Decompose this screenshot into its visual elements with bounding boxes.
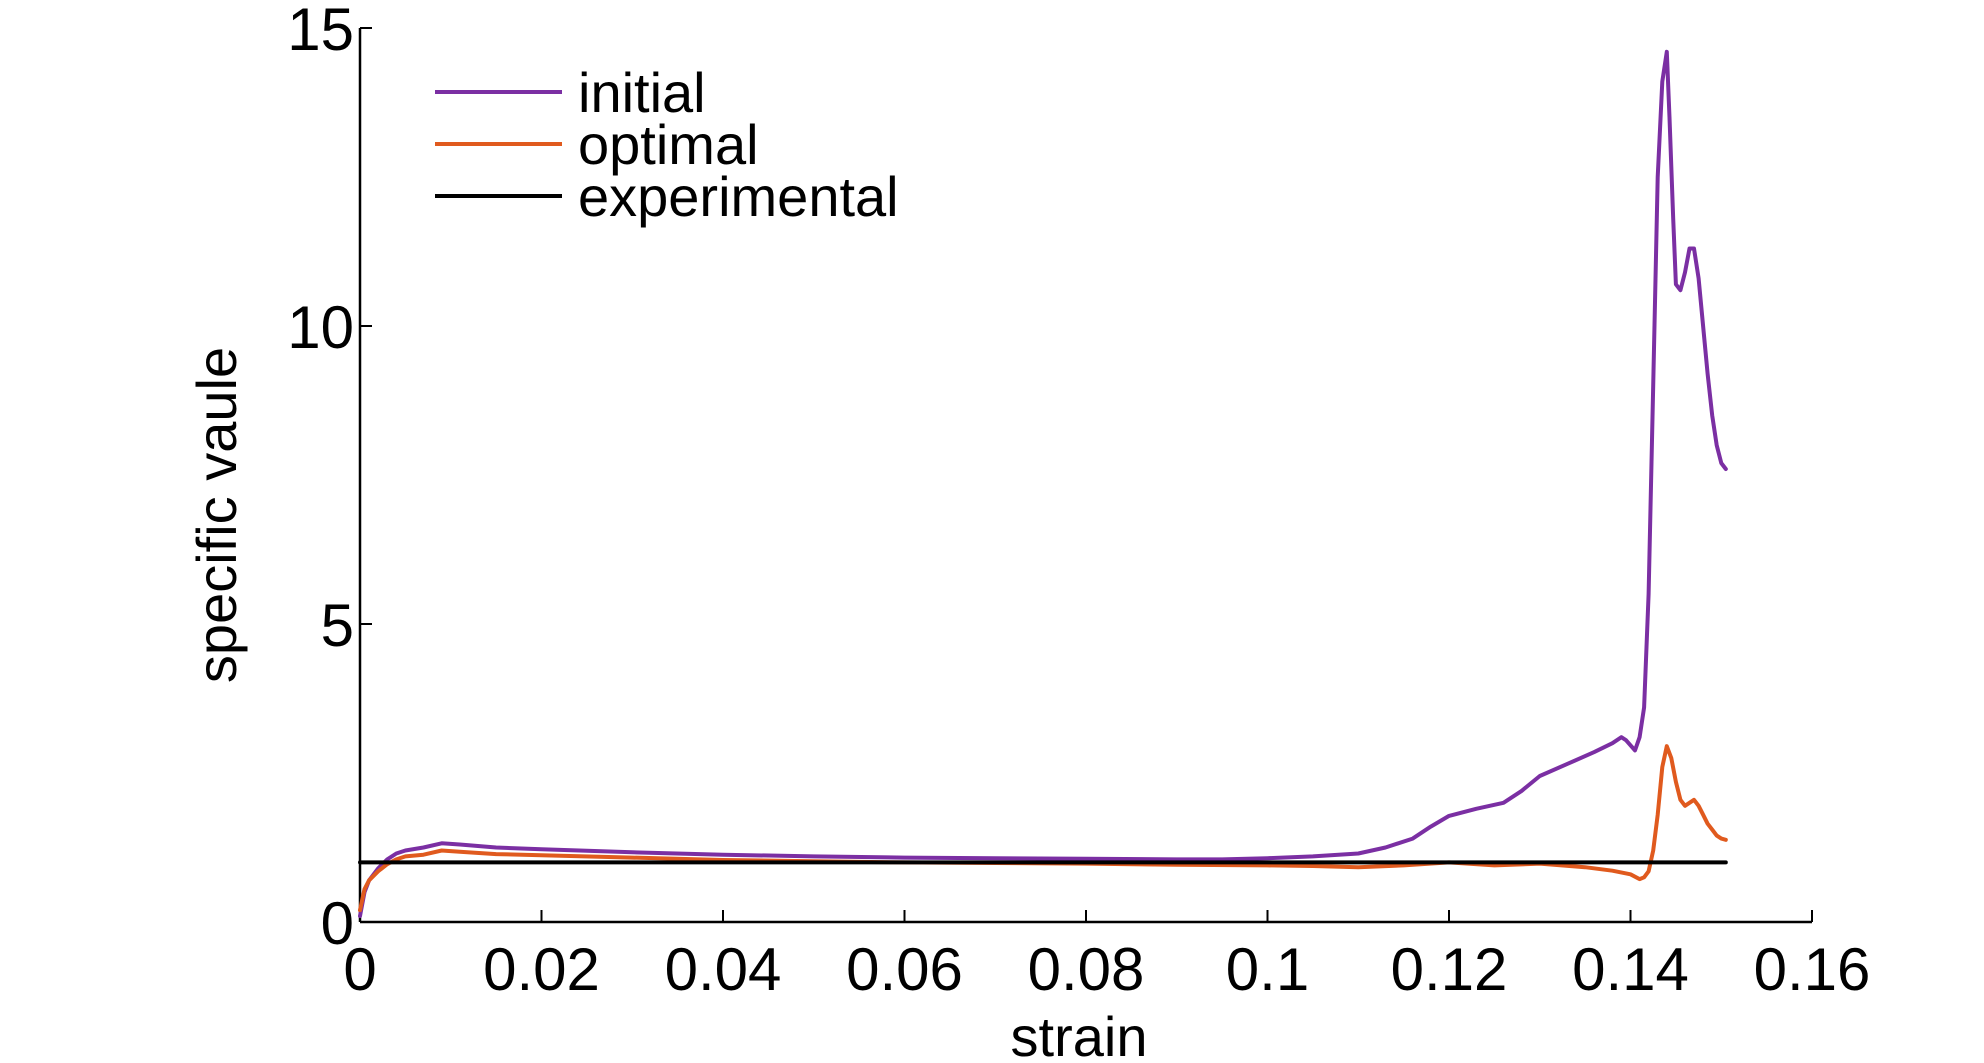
legend-label-optimal: optimal xyxy=(578,113,759,176)
y-tick-label: 5 xyxy=(321,592,354,659)
y-tick-label: 15 xyxy=(287,0,354,63)
x-tick-label: 0.08 xyxy=(1028,936,1145,1003)
x-tick-label: 0.1 xyxy=(1226,936,1309,1003)
chart-series xyxy=(358,49,1728,918)
y-tick-label: 10 xyxy=(287,294,354,361)
y-tick-label: 0 xyxy=(321,890,354,957)
x-tick-label: 0.04 xyxy=(665,936,782,1003)
x-tick-label: 0.02 xyxy=(483,936,600,1003)
x-tick-label: 0.16 xyxy=(1754,936,1871,1003)
x-tick-label: 0.06 xyxy=(846,936,963,1003)
series-line-optimal xyxy=(358,744,1728,913)
x-tick-label: 0 xyxy=(343,936,376,1003)
series-line-initial xyxy=(358,49,1728,918)
x-tick-label: 0.12 xyxy=(1391,936,1508,1003)
chart-axes: 0 0.02 0.04 0.06 0.08 0.1 0.12 0.14 0.16 0 5 10 15 xyxy=(287,0,1870,1003)
y-axis-label: specific vaule xyxy=(185,347,248,683)
x-axis-label: strain xyxy=(1011,1005,1148,1063)
legend-label-initial: initial xyxy=(578,61,706,124)
x-tick-label: 0.14 xyxy=(1572,936,1689,1003)
legend-label-experimental: experimental xyxy=(578,165,899,228)
